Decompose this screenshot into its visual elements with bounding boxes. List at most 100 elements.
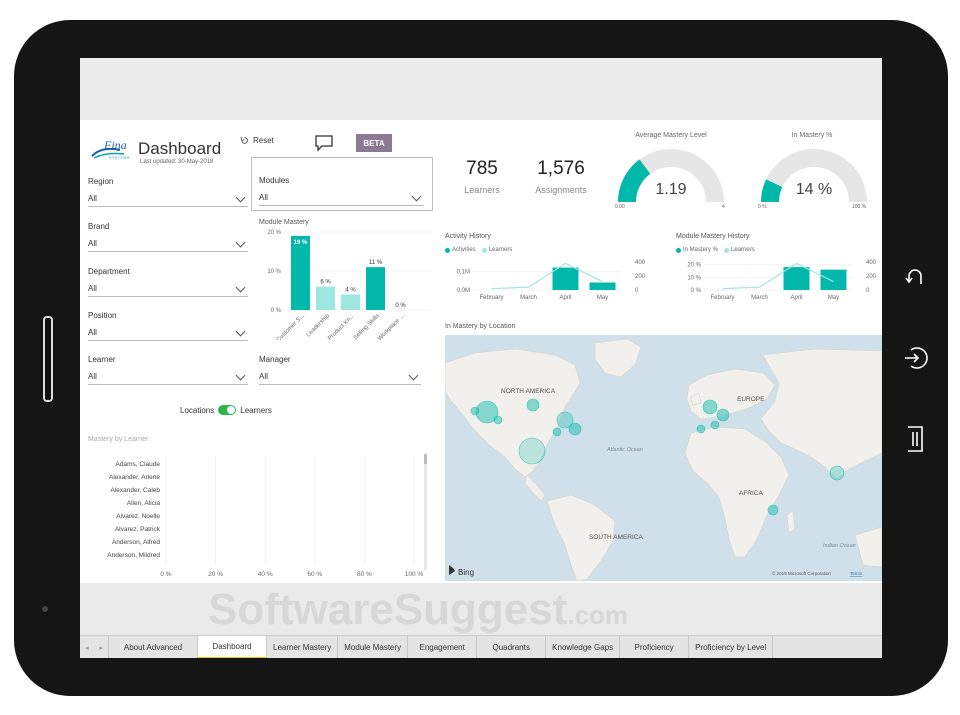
toggle-switch[interactable] <box>218 405 237 415</box>
tab-nav[interactable]: ◂ ▸ <box>80 636 109 658</box>
map-bubble <box>526 398 540 412</box>
x-month-label: April <box>559 295 571 301</box>
learner-value: All <box>88 372 97 381</box>
x-month-label: February <box>710 295 734 301</box>
brand-select[interactable]: All <box>88 236 248 252</box>
map-bubble <box>518 437 546 465</box>
map-bubble <box>556 411 574 429</box>
brand-label: Brand <box>88 222 110 231</box>
bar <box>291 235 310 310</box>
activity-history-title: Activity History <box>445 233 491 240</box>
last-updated: Last updated: 30-May-2018 <box>140 159 214 165</box>
tab-about-advanced[interactable]: About Advanced <box>109 636 198 658</box>
y-right-tick-label: 400 <box>866 260 877 266</box>
avg-mastery-gauge-value: 1.19 <box>655 181 687 198</box>
x-category-label: Customer S... <box>276 313 306 340</box>
learners-line <box>722 262 834 290</box>
legend-dot-icon <box>676 247 681 253</box>
x-tick-label: 60 % <box>307 571 322 578</box>
bar-data-label: 4 % <box>345 287 356 293</box>
reset-label: Reset <box>253 136 274 145</box>
logo-swoosh-icon <box>91 147 125 159</box>
map-bubble <box>767 504 779 516</box>
map-label-north-america: NORTH AMERICA <box>501 388 556 395</box>
avg-mastery-gauge-title: Average Mastery Level <box>635 132 707 139</box>
modules-filter-box <box>251 157 433 211</box>
report-tab-bar: ◂ ▸ About Advanced Dashboard Learner Master… <box>80 635 882 658</box>
tab-dashboard[interactable]: Dashboard <box>198 636 267 658</box>
x-month-label: May <box>828 295 839 301</box>
legend-learners: Learners <box>731 247 755 253</box>
tab-learner-mastery[interactable]: Learner Mastery <box>267 636 339 658</box>
world-map[interactable]: NORTH AMERICA EUROPE AFRICA SOUTH AMERIC… <box>445 335 882 581</box>
x-tick-label: 20 % <box>208 571 223 578</box>
gauge-fill <box>761 179 783 203</box>
position-select[interactable]: All <box>88 325 248 341</box>
learner-row-label: Alvarez, Patrick <box>114 526 160 533</box>
x-category-label: Leadership <box>306 313 332 339</box>
map-label-africa: AFRICA <box>739 490 764 497</box>
map-label-atlantic: Atlantic Ocean <box>606 447 643 453</box>
activity-history-legend: Activities Learners <box>445 247 512 253</box>
tab-next-icon[interactable]: ▸ <box>99 644 103 652</box>
department-select[interactable]: All <box>88 281 248 297</box>
reset-button[interactable]: Reset <box>240 136 274 145</box>
tab-engagement[interactable]: Engagement <box>408 636 478 658</box>
chevron-down-icon <box>235 237 246 247</box>
x-category-label: Workplace ... <box>377 313 406 340</box>
avg-mastery-gauge <box>618 149 724 203</box>
assignments-kpi-value: 1,576 <box>537 158 585 179</box>
brand-value: All <box>88 239 97 248</box>
avg-mastery-gauge-min: 0.00 <box>615 204 625 210</box>
learner-scrollbar[interactable] <box>424 454 427 570</box>
locations-learners-toggle[interactable]: Locations Learners <box>180 405 272 415</box>
y-left-tick-label: 20 % <box>687 263 701 269</box>
tab-module-mastery[interactable]: Module Mastery <box>338 636 409 658</box>
company-logo: Fina SYSTEMS <box>90 138 134 164</box>
module-mastery-history-legend: In Mastery % Learners <box>676 247 755 253</box>
back-icon[interactable] <box>903 266 929 292</box>
learner-select[interactable]: All <box>88 369 248 385</box>
watermark-text: SoftwareSuggest.com <box>208 585 628 635</box>
x-month-label: February <box>479 295 503 301</box>
modules-label: Modules <box>259 176 290 185</box>
learner-row-label: Anderson, Alfred <box>111 539 160 546</box>
recent-apps-icon[interactable] <box>904 424 928 454</box>
y-right-tick-label: 400 <box>635 260 646 266</box>
tab-quadrants[interactable]: Quadrants <box>477 636 547 658</box>
chevron-down-icon <box>235 192 246 202</box>
tab-proficiency[interactable]: Proficiency <box>620 636 690 658</box>
logo-text: Fina <box>104 138 127 152</box>
region-select[interactable]: All <box>88 191 248 207</box>
department-value: All <box>88 284 97 293</box>
watermark-suffix: .com <box>567 600 629 630</box>
comment-icon[interactable] <box>314 134 334 152</box>
map-bubble <box>702 399 718 415</box>
modules-select[interactable]: All <box>259 190 424 206</box>
map-title: In Mastery by Location <box>445 323 516 330</box>
tab-proficiency-by-level[interactable]: Proficiency by Level <box>689 636 774 658</box>
legend-in-mastery: In Mastery % <box>683 247 719 253</box>
bar-data-label: 0 % <box>395 303 406 309</box>
tab-prev-icon[interactable]: ◂ <box>85 644 89 652</box>
tab-knowledge-gaps[interactable]: Knowledge Gaps <box>546 636 621 658</box>
page-title: Dashboard <box>138 139 222 158</box>
module-mastery-chart: 20 % 10 % 0 % 19 % Customer S... 6 % Leadershi… <box>267 230 431 340</box>
x-category-label: Product Kn... <box>327 313 356 340</box>
learners-kpi-value: 785 <box>466 158 498 179</box>
x-month-label: May <box>597 295 608 301</box>
manager-select[interactable]: All <box>259 369 421 385</box>
in-mastery-gauge <box>761 149 867 203</box>
legend-activities: Activities <box>452 247 476 253</box>
modules-value: All <box>259 193 268 202</box>
learner-row-label: Alexander, Caleb <box>110 487 160 494</box>
chevron-down-icon <box>235 326 246 336</box>
legend-dot-icon <box>724 247 730 253</box>
y-right-tick-label: 0 <box>866 288 870 294</box>
legend-dot-icon <box>481 247 487 253</box>
module-mastery-title: Module Mastery <box>259 219 309 226</box>
home-icon[interactable] <box>902 344 930 372</box>
toggle-right-label: Learners <box>240 405 272 415</box>
map-terms-link[interactable]: Terms <box>850 571 863 576</box>
map-bubble <box>696 424 706 434</box>
